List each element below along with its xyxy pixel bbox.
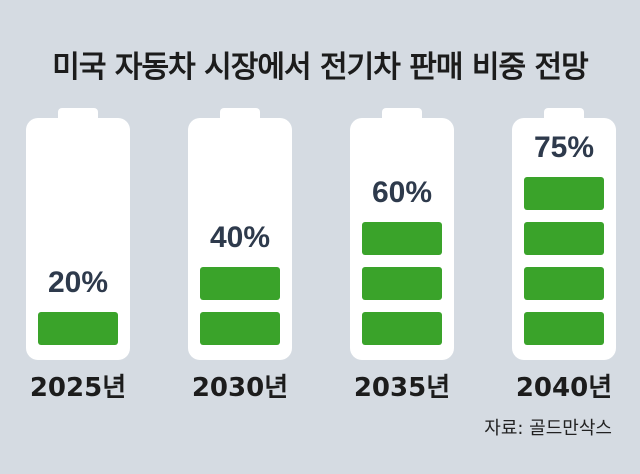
source-note: 자료: 골드만삭스 [484,418,612,439]
chart-title: 미국 자동차 시장에서 전기차 판매 비중 전망 [52,50,588,85]
bar-segment [524,177,604,210]
battery-body [26,118,130,360]
bar-segment [524,312,604,345]
value-label: 75% [534,131,594,164]
value-label: 40% [210,221,270,254]
bar-segment [200,267,280,300]
category-label: 2040년 [516,373,612,403]
bar-segment [524,267,604,300]
value-label: 60% [372,176,432,209]
bar-segment [362,222,442,255]
category-label: 2035년 [354,373,450,403]
category-label: 2025년 [30,373,126,403]
bar-segment [362,312,442,345]
battery-0: 20% 2025년 [26,108,130,403]
battery-2: 60% 2035년 [350,108,454,403]
bar-segment [200,312,280,345]
battery-1: 40% 2030년 [188,108,292,403]
value-label: 20% [48,266,108,299]
bar-segment [524,222,604,255]
bar-segment [38,312,118,345]
battery-3: 75% 2040년 [512,108,616,403]
category-label: 2030년 [192,373,288,403]
bar-segment [362,267,442,300]
